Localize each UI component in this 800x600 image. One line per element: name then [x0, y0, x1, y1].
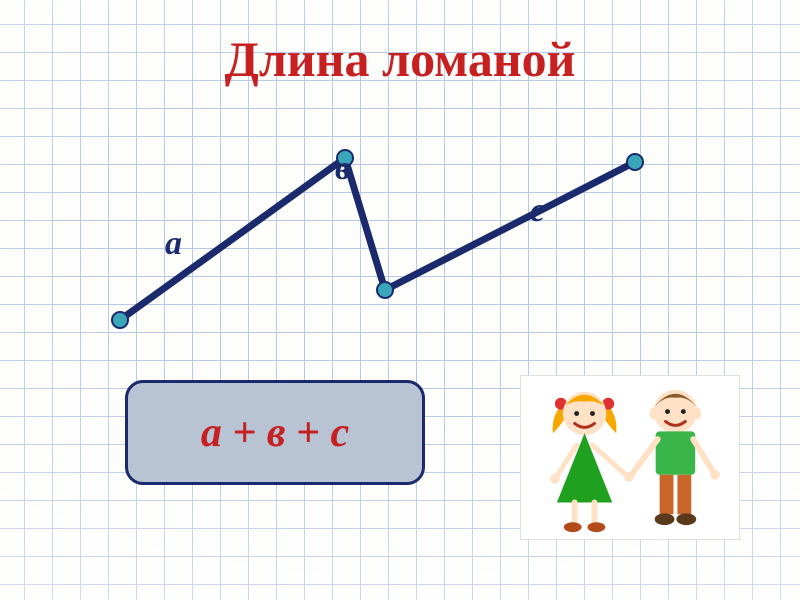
- segment-label-a: а: [165, 225, 182, 263]
- children-illustration: [520, 375, 740, 540]
- formula-box: а + в + с: [125, 380, 425, 485]
- formula-text: а + в + с: [201, 409, 349, 457]
- segment-label-c: с: [530, 192, 545, 230]
- segment-label-b: в: [335, 150, 350, 188]
- page-title: Длина ломаной: [0, 30, 800, 88]
